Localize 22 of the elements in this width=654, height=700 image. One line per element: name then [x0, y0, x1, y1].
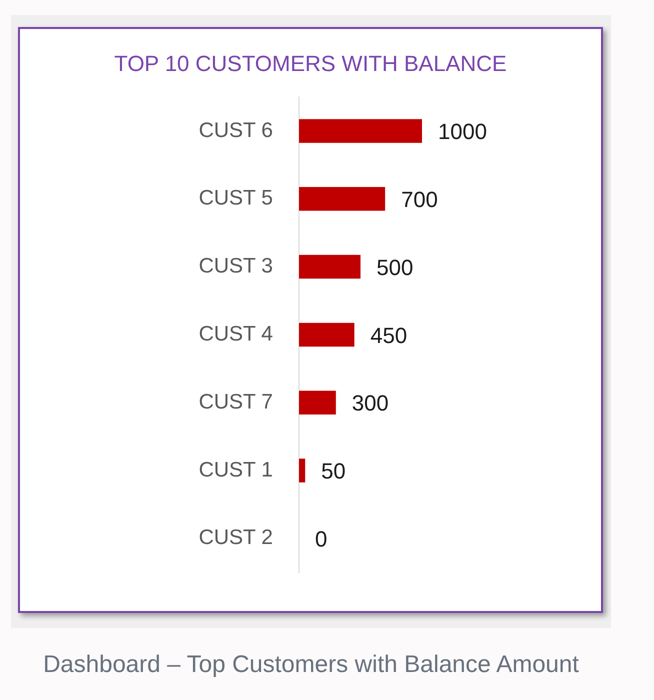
data-label: 50 [321, 458, 346, 484]
y-tick-label: CUST 3 [198, 254, 273, 278]
data-label: 0 [315, 526, 328, 552]
y-tick-label: CUST 4 [198, 322, 274, 346]
data-label: 1000 [438, 119, 487, 144]
text: Dashboard – Top Customers with Balance Amount [42, 650, 580, 680]
y-tick-label: CUST 7 [198, 390, 273, 414]
y-tick-label: CUST 6 [198, 118, 273, 142]
y-tick-label: CUST 2 [198, 526, 273, 550]
y-tick-label: CUST 5 [198, 186, 273, 210]
data-label: 450 [370, 322, 408, 348]
data-label: 300 [352, 390, 389, 416]
bar [299, 458, 306, 482]
chart-title: TOP 10 CUSTOMERS WITH BALANCE [113, 51, 508, 77]
data-label: 700 [401, 186, 438, 212]
y-tick-label: CUST 1 [198, 458, 273, 482]
bar [299, 254, 360, 279]
bar [299, 322, 354, 347]
bar [299, 119, 422, 143]
bar [299, 186, 386, 211]
data-label: 500 [376, 254, 414, 280]
bar [299, 390, 336, 414]
